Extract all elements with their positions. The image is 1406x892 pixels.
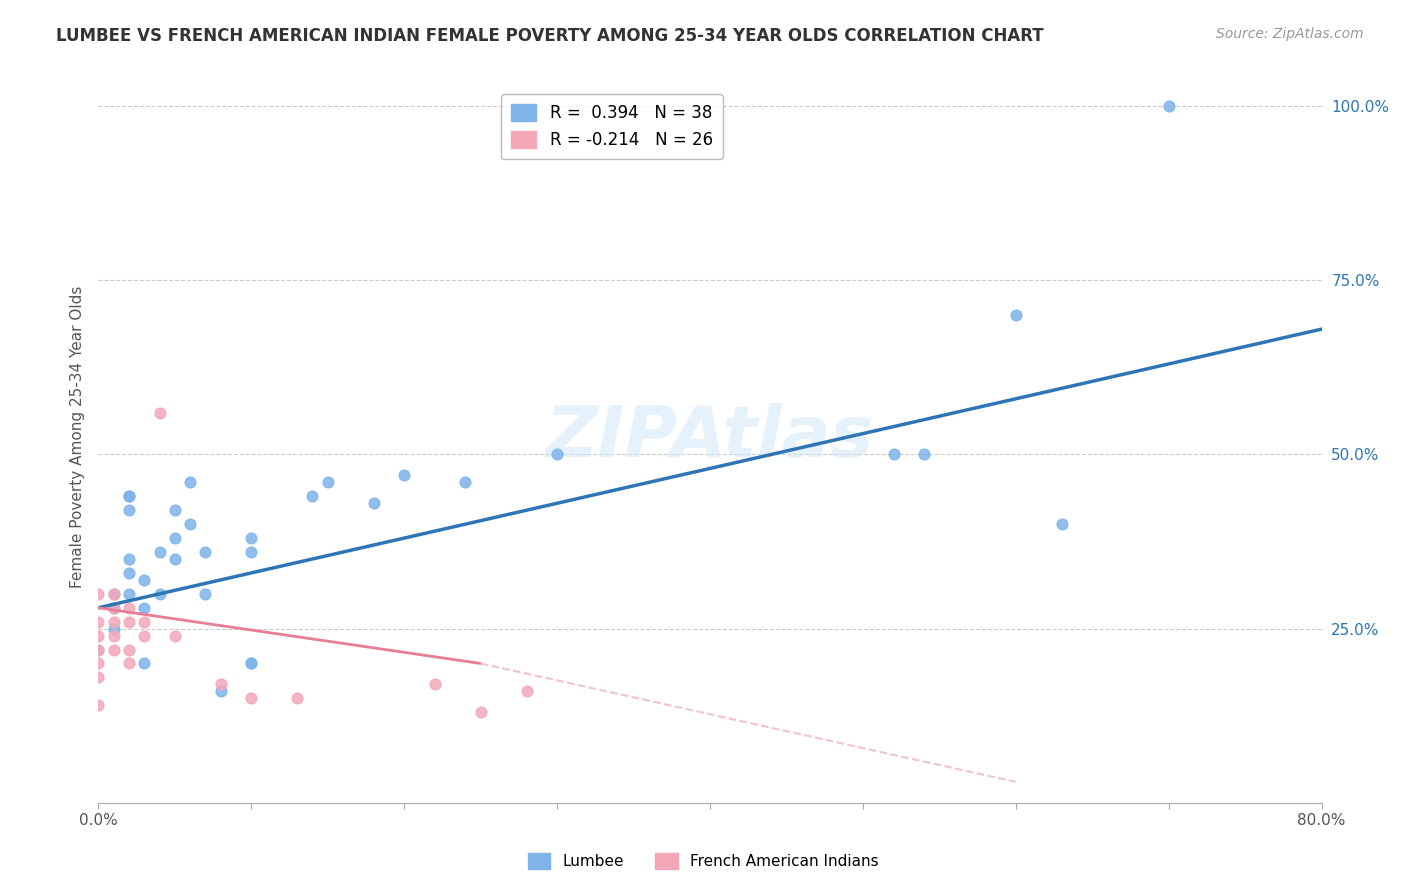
- Y-axis label: Female Poverty Among 25-34 Year Olds: Female Poverty Among 25-34 Year Olds: [69, 286, 84, 588]
- Text: ZIPAtlas: ZIPAtlas: [546, 402, 875, 472]
- Lumbee: [118, 503, 141, 517]
- Lumbee: [240, 531, 263, 545]
- French American Indians: [87, 615, 110, 629]
- Lumbee: [103, 622, 125, 636]
- French American Indians: [103, 642, 125, 657]
- French American Indians: [149, 406, 172, 420]
- French American Indians: [470, 705, 492, 719]
- Lumbee: [163, 503, 186, 517]
- French American Indians: [163, 629, 186, 643]
- French American Indians: [103, 600, 125, 615]
- Lumbee: [163, 531, 186, 545]
- French American Indians: [516, 684, 538, 698]
- French American Indians: [118, 642, 141, 657]
- Lumbee: [454, 475, 477, 490]
- Lumbee: [301, 489, 323, 503]
- Lumbee: [240, 545, 263, 559]
- Lumbee: [1050, 517, 1073, 532]
- Lumbee: [240, 657, 263, 671]
- Lumbee: [134, 600, 156, 615]
- Lumbee: [103, 600, 125, 615]
- French American Indians: [118, 600, 141, 615]
- Lumbee: [149, 545, 172, 559]
- Lumbee: [87, 642, 110, 657]
- French American Indians: [118, 615, 141, 629]
- French American Indians: [240, 691, 263, 706]
- French American Indians: [118, 657, 141, 671]
- Lumbee: [1004, 308, 1026, 322]
- French American Indians: [285, 691, 308, 706]
- French American Indians: [87, 642, 110, 657]
- Lumbee: [209, 684, 232, 698]
- Legend: Lumbee, French American Indians: Lumbee, French American Indians: [522, 847, 884, 875]
- Lumbee: [912, 448, 935, 462]
- French American Indians: [134, 615, 156, 629]
- Lumbee: [316, 475, 339, 490]
- Lumbee: [883, 448, 905, 462]
- Lumbee: [103, 587, 125, 601]
- French American Indians: [103, 615, 125, 629]
- Lumbee: [134, 573, 156, 587]
- Lumbee: [240, 657, 263, 671]
- French American Indians: [87, 587, 110, 601]
- Lumbee: [149, 587, 172, 601]
- Lumbee: [118, 566, 141, 580]
- Legend: R =  0.394   N = 38, R = -0.214   N = 26: R = 0.394 N = 38, R = -0.214 N = 26: [502, 95, 723, 159]
- Lumbee: [118, 489, 141, 503]
- Lumbee: [163, 552, 186, 566]
- Text: LUMBEE VS FRENCH AMERICAN INDIAN FEMALE POVERTY AMONG 25-34 YEAR OLDS CORRELATIO: LUMBEE VS FRENCH AMERICAN INDIAN FEMALE …: [56, 27, 1043, 45]
- Lumbee: [194, 587, 217, 601]
- Lumbee: [194, 545, 217, 559]
- French American Indians: [209, 677, 232, 691]
- French American Indians: [87, 629, 110, 643]
- French American Indians: [103, 629, 125, 643]
- Lumbee: [1157, 99, 1180, 113]
- Lumbee: [392, 468, 416, 483]
- Text: Source: ZipAtlas.com: Source: ZipAtlas.com: [1216, 27, 1364, 41]
- Lumbee: [179, 517, 201, 532]
- French American Indians: [103, 587, 125, 601]
- Lumbee: [118, 587, 141, 601]
- Lumbee: [546, 448, 568, 462]
- Lumbee: [118, 552, 141, 566]
- French American Indians: [87, 698, 110, 713]
- Lumbee: [118, 489, 141, 503]
- French American Indians: [423, 677, 446, 691]
- French American Indians: [87, 670, 110, 684]
- French American Indians: [87, 657, 110, 671]
- Lumbee: [179, 475, 201, 490]
- Lumbee: [134, 657, 156, 671]
- Lumbee: [363, 496, 385, 510]
- French American Indians: [134, 629, 156, 643]
